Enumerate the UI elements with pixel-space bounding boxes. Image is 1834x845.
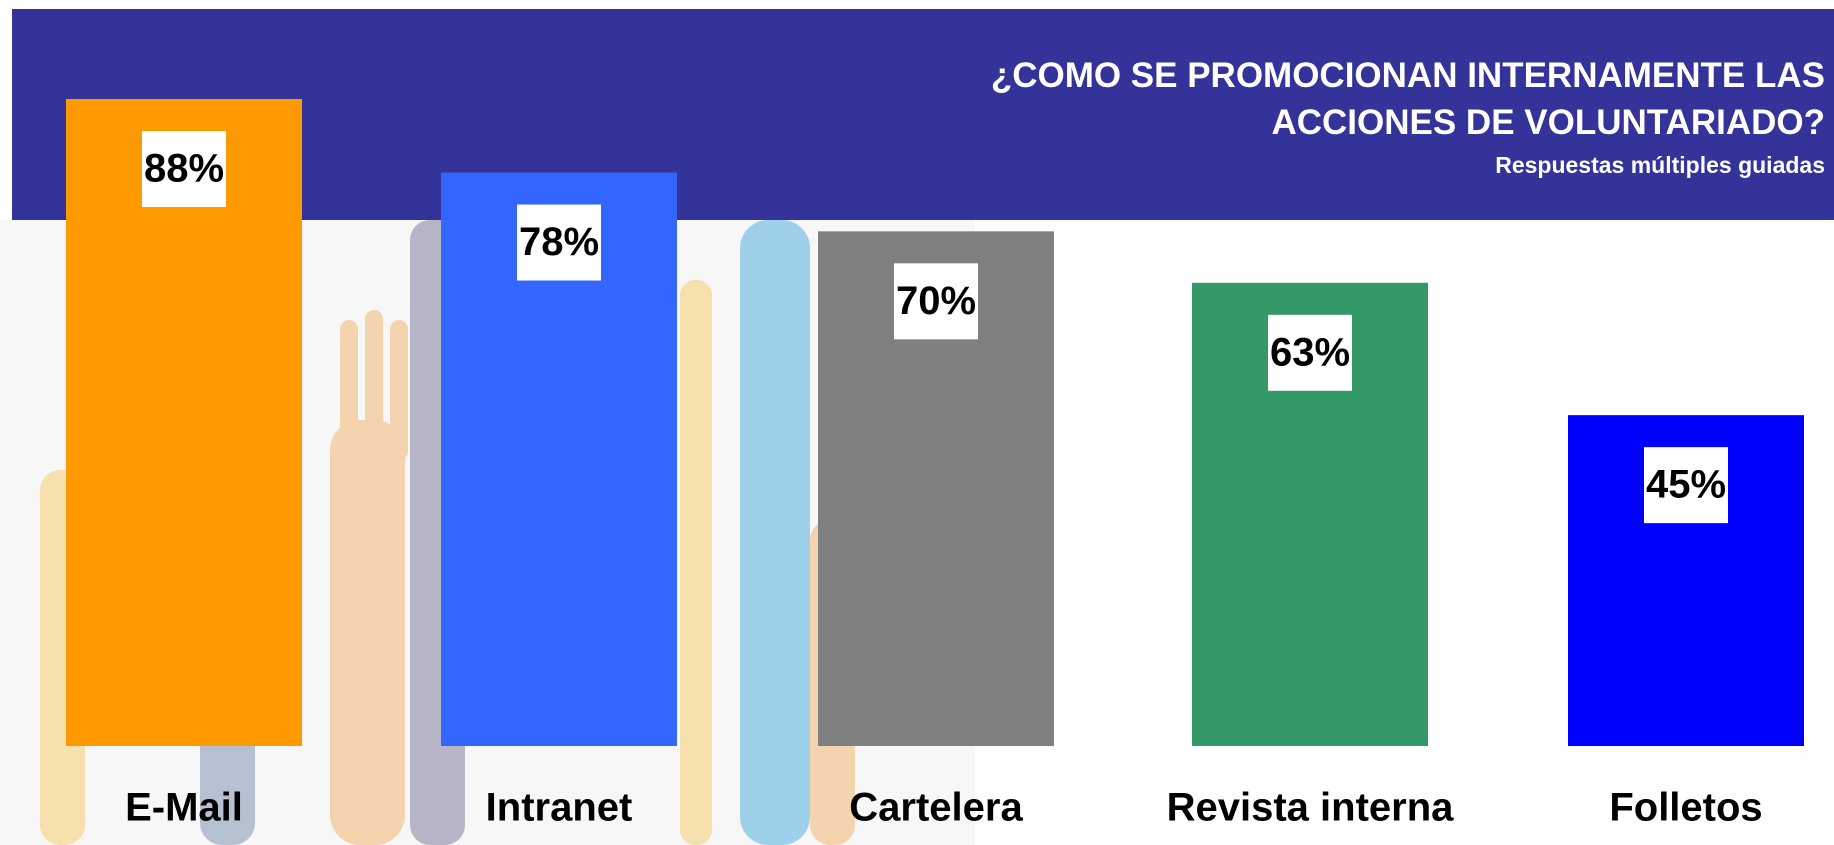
value-label: 88% [144,147,224,191]
chart-subtitle: Respuestas múltiples guiadas [925,152,1825,179]
x-tick-label: Folletos [1609,786,1762,830]
value-label: 70% [896,279,976,323]
x-tick-label: E-Mail [125,786,243,830]
page: 88% E-Mail 78% Intranet 70% Cartelera 63% Revis… [0,0,1834,845]
chart-title: ¿COMO SE PROMOCIONAN INTERNAMENTE LAS AC… [925,52,1825,146]
x-tick-label: Cartelera [849,786,1023,830]
value-label: 45% [1646,463,1726,507]
value-label: 78% [519,220,599,264]
value-label: 63% [1270,330,1350,374]
title-block: ¿COMO SE PROMOCIONAN INTERNAMENTE LAS AC… [925,52,1825,179]
x-tick-label: Intranet [486,786,633,830]
x-tick-label: Revista interna [1167,786,1455,830]
